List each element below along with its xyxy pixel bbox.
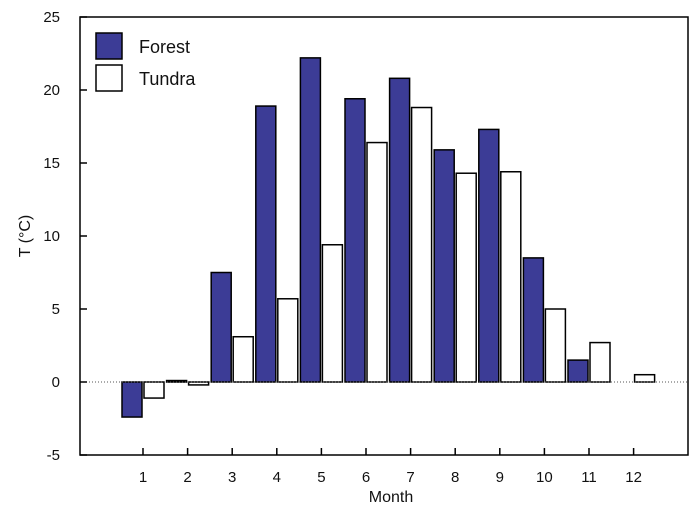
bar-tundra-6: [366, 141, 388, 383]
legend-label-tundra: Tundra: [139, 69, 196, 89]
x-tick-label: 3: [228, 469, 236, 486]
bar-tundra-5: [321, 244, 344, 383]
bar-tundra-12: [633, 373, 656, 383]
bar-forest-4: [255, 105, 277, 383]
bar-forest-10: [522, 257, 545, 383]
legend-swatch-forest: [95, 32, 123, 60]
bar-forest-9: [478, 128, 500, 383]
bar-tundra-4: [277, 298, 299, 383]
x-tick-label: 9: [496, 469, 504, 486]
bar-forest-1: [121, 381, 143, 418]
legend: Forest Tundra: [95, 32, 196, 92]
x-tick-label: 2: [183, 469, 191, 486]
bars-layer: [121, 57, 656, 418]
bar-forest-5: [299, 57, 322, 383]
bar-forest-6: [344, 98, 366, 383]
x-tick-label: 12: [625, 469, 642, 486]
y-tick-label: 25: [43, 9, 60, 26]
y-tick-label: 20: [43, 82, 60, 99]
y-tick-label: 5: [52, 301, 60, 318]
bar-forest-3: [210, 271, 232, 383]
bar-tundra-11: [589, 341, 611, 383]
bar-tundra-1: [143, 381, 165, 399]
x-tick-label: 10: [536, 469, 553, 486]
y-tick-label: 10: [43, 228, 60, 245]
legend-label-forest: Forest: [139, 37, 190, 57]
y-axis-title: T (°C): [17, 215, 34, 258]
x-tick-label: 6: [362, 469, 370, 486]
y-tick-label: -5: [47, 447, 60, 464]
bar-tundra-3: [232, 335, 254, 383]
y-tick-label: 15: [43, 155, 60, 172]
bar-forest-8: [433, 149, 455, 383]
x-tick-label: 4: [273, 469, 281, 486]
x-axis-title: Month: [369, 489, 413, 506]
bar-tundra-2: [187, 381, 210, 386]
x-axis-ticks: 1 2 3 4 5 6 7 8 9 10 11 12: [139, 448, 642, 486]
bar-forest-7: [388, 77, 411, 383]
x-tick-label: 1: [139, 469, 147, 486]
bar-tundra-9: [500, 171, 522, 383]
x-tick-label: 11: [581, 469, 597, 486]
x-tick-label: 5: [317, 469, 325, 486]
bar-tundra-10: [544, 308, 567, 383]
y-tick-label: 0: [52, 374, 60, 391]
bar-forest-11: [567, 359, 589, 383]
x-tick-label: 8: [451, 469, 459, 486]
bar-tundra-7: [410, 106, 433, 383]
x-tick-label: 7: [406, 469, 414, 486]
y-axis-ticks: -5 0 5 10 15 20 25: [43, 9, 87, 464]
bar-tundra-8: [455, 172, 477, 383]
legend-swatch-tundra: [95, 64, 123, 92]
